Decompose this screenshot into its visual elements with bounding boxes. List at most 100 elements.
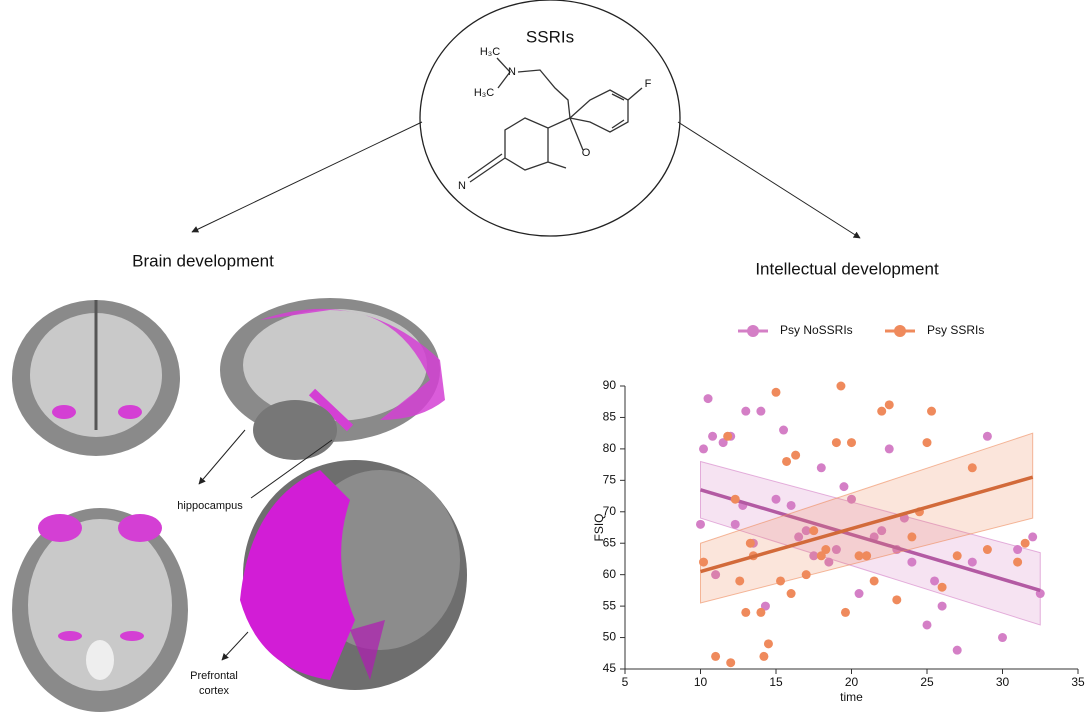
- point: [885, 400, 894, 409]
- y-tick-label: 60: [603, 567, 617, 581]
- point: [998, 633, 1007, 642]
- point: [776, 576, 785, 585]
- point: [930, 576, 939, 585]
- point: [756, 407, 765, 416]
- atom: N: [508, 66, 516, 78]
- point: [787, 501, 796, 510]
- annotation: Prefrontal: [190, 670, 238, 682]
- annotation: cortex: [199, 685, 229, 697]
- point: [759, 652, 768, 661]
- point: [938, 583, 947, 592]
- point: [968, 463, 977, 472]
- point: [741, 608, 750, 617]
- legend-marker: [747, 325, 759, 337]
- point: [772, 495, 781, 504]
- title: SSRIs: [526, 27, 574, 46]
- point: [953, 551, 962, 560]
- point: [938, 602, 947, 611]
- x-tick-label: 15: [769, 675, 783, 689]
- arrow: [678, 122, 860, 238]
- point: [953, 646, 962, 655]
- y-axis-label: FSIQ: [592, 513, 606, 541]
- point: [696, 520, 705, 529]
- atom: F: [645, 78, 652, 90]
- atom: H₃C: [474, 87, 494, 99]
- point: [836, 382, 845, 391]
- point: [791, 451, 800, 460]
- point: [923, 620, 932, 629]
- point: [764, 639, 773, 648]
- point: [782, 457, 791, 466]
- y-tick-label: 85: [603, 410, 617, 424]
- x-tick-label: 25: [920, 675, 934, 689]
- point: [772, 388, 781, 397]
- x-tick-label: 5: [622, 675, 629, 689]
- point: [862, 551, 871, 560]
- arrow: [192, 122, 422, 232]
- figure: SSRIs H₃C N H₃C F O N Brain development …: [0, 0, 1090, 724]
- point: [832, 438, 841, 447]
- atom: H₃C: [480, 46, 500, 58]
- y-tick-label: 90: [603, 378, 617, 392]
- point: [1013, 545, 1022, 554]
- section-title: Brain development: [132, 251, 274, 270]
- point: [1028, 532, 1037, 541]
- point: [870, 576, 879, 585]
- point: [855, 589, 864, 598]
- point: [1021, 539, 1030, 548]
- point: [711, 652, 720, 661]
- point: [735, 576, 744, 585]
- atom: N: [458, 180, 466, 192]
- point: [877, 407, 886, 416]
- point: [847, 438, 856, 447]
- point: [699, 444, 708, 453]
- point: [1013, 558, 1022, 567]
- point: [817, 463, 826, 472]
- x-axis-label: time: [840, 690, 863, 704]
- point: [907, 558, 916, 567]
- point: [708, 432, 717, 441]
- molecule-bonds: [468, 58, 642, 182]
- point: [907, 532, 916, 541]
- atom: O: [582, 147, 591, 159]
- y-tick-label: 45: [603, 661, 617, 675]
- point: [983, 432, 992, 441]
- point: [741, 407, 750, 416]
- point: [787, 589, 796, 598]
- point: [802, 570, 811, 579]
- point: [927, 407, 936, 416]
- point: [821, 545, 830, 554]
- point: [841, 608, 850, 617]
- y-tick-label: 75: [603, 473, 617, 487]
- legend-marker: [894, 325, 906, 337]
- point: [731, 495, 740, 504]
- point: [809, 526, 818, 535]
- annotation: hippocampus: [177, 500, 243, 512]
- point: [723, 432, 732, 441]
- point: [704, 394, 713, 403]
- point: [746, 539, 755, 548]
- point: [983, 545, 992, 554]
- point: [885, 444, 894, 453]
- section-title: Intellectual development: [755, 259, 939, 278]
- point: [731, 520, 740, 529]
- x-tick-label: 20: [845, 675, 859, 689]
- y-tick-label: 55: [603, 598, 617, 612]
- legend-label: Psy SSRIs: [927, 323, 984, 337]
- arrow: [199, 430, 245, 484]
- x-tick-label: 30: [996, 675, 1010, 689]
- y-tick-label: 50: [603, 630, 617, 644]
- x-tick-label: 35: [1071, 675, 1085, 689]
- x-tick-label: 10: [694, 675, 708, 689]
- point: [923, 438, 932, 447]
- arrow: [222, 632, 248, 660]
- point: [726, 658, 735, 667]
- legend-label: Psy NoSSRIs: [780, 323, 853, 337]
- point: [699, 558, 708, 567]
- y-tick-label: 80: [603, 441, 617, 455]
- point: [756, 608, 765, 617]
- point: [779, 426, 788, 435]
- point: [839, 482, 848, 491]
- point: [892, 595, 901, 604]
